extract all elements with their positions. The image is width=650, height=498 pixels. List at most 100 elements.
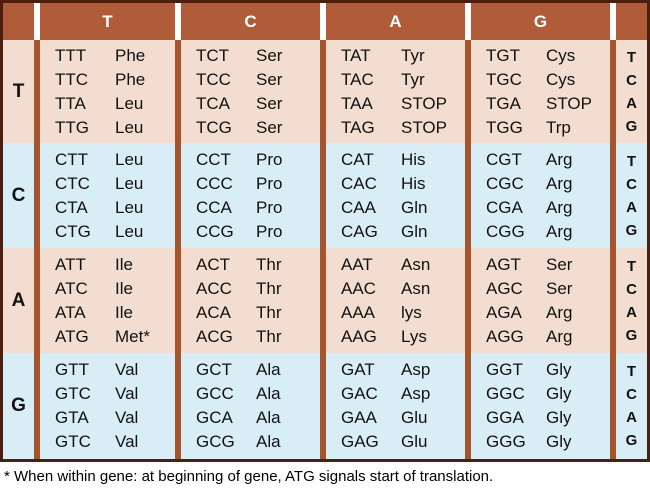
- amino-acid: Gly: [546, 384, 572, 403]
- codon-entry: TAT Tyr: [341, 44, 465, 68]
- codon-entry: AGT Ser: [486, 253, 610, 277]
- codon: GGT: [486, 360, 523, 379]
- right-label: G: [625, 221, 638, 239]
- column-divider: [34, 353, 40, 459]
- header-col-C: C: [181, 3, 320, 40]
- amino-acid: STOP: [401, 117, 447, 137]
- amino-acid: Val: [115, 360, 139, 379]
- codon: AGT: [486, 254, 521, 274]
- column-divider: [320, 143, 326, 248]
- right-label: C: [626, 71, 637, 89]
- codon: TAA: [341, 93, 373, 113]
- row-right-labels-C: T C A G: [616, 143, 647, 248]
- codon-entry: ATG Met*: [55, 325, 175, 349]
- row-label-A: A: [3, 248, 34, 353]
- amino-acid: Ile: [115, 302, 133, 322]
- codon-entry: TGA STOP: [486, 92, 610, 116]
- amino-acid: Arg: [546, 326, 573, 346]
- amino-acid: Cys: [546, 45, 576, 65]
- codon-entry: TCT Ser: [196, 44, 320, 68]
- right-label: T: [626, 48, 637, 66]
- amino-acid: Gly: [546, 408, 572, 427]
- codon: TCC: [196, 69, 231, 89]
- codon-entry: GCA Ala: [196, 406, 320, 430]
- codon-entry: AAT Asn: [341, 253, 465, 277]
- amino-acid: Glu: [401, 408, 428, 427]
- amino-acid: Arg: [546, 149, 573, 169]
- codon: GTT: [55, 360, 89, 379]
- row-label-text: T: [12, 80, 25, 102]
- codon: GAG: [341, 432, 379, 451]
- header-divider: [465, 3, 471, 40]
- column-divider: [34, 143, 40, 248]
- codon: GAC: [341, 384, 378, 403]
- codon: GGG: [486, 432, 526, 451]
- codon: ACG: [196, 326, 233, 346]
- codon-entry: GAT Asp: [341, 358, 465, 382]
- amino-acid: Ser: [256, 45, 283, 65]
- amino-acid: Leu: [115, 149, 144, 169]
- right-label: A: [626, 94, 637, 112]
- codon-entry: GTC Val: [55, 430, 175, 454]
- codon-entry: GGC Gly: [486, 382, 610, 406]
- codon: TTG: [55, 117, 89, 137]
- codon: GTC: [55, 384, 91, 403]
- row-right-labels-G: T C A G: [616, 353, 647, 459]
- codon: GGC: [486, 384, 525, 403]
- codon: ACT: [196, 254, 230, 274]
- codon: GAA: [341, 408, 377, 427]
- amino-acid: Leu: [115, 221, 144, 241]
- amino-acid: Val: [115, 384, 139, 403]
- amino-acid: Pro: [256, 173, 283, 193]
- amino-acid: Arg: [546, 302, 573, 322]
- corner-cell-left: [3, 3, 34, 40]
- amino-acid: Trp: [546, 117, 571, 137]
- right-label: C: [626, 280, 637, 298]
- amino-acid: Ala: [256, 384, 281, 403]
- column-divider: [465, 143, 471, 248]
- codon: CCA: [196, 197, 232, 217]
- codon: GCT: [196, 360, 232, 379]
- amino-acid: Met*: [115, 326, 150, 346]
- codon-entry: CCC Pro: [196, 172, 320, 196]
- codon-cell-GA: GAT Asp GAC Asp GAA Glu GAG Glu: [326, 353, 465, 459]
- codon-entry: TAG STOP: [341, 116, 465, 140]
- codon: CTC: [55, 173, 90, 193]
- right-label: T: [626, 363, 637, 380]
- right-label: G: [625, 326, 638, 344]
- codon-entry: CTG Leu: [55, 220, 175, 244]
- codon: TGG: [486, 117, 523, 137]
- codon-entry: TCA Ser: [196, 92, 320, 116]
- right-label: A: [626, 409, 637, 426]
- codon-cell-AT: ATT Ile ATC Ile ATA Ile ATG Met*: [40, 248, 175, 353]
- codon: CAT: [341, 149, 374, 169]
- codon-entry: TTA Leu: [55, 92, 175, 116]
- amino-acid: Arg: [546, 221, 573, 241]
- codon-entry: TTC Phe: [55, 68, 175, 92]
- codon-entry: GAC Asp: [341, 382, 465, 406]
- codon-entry: TTG Leu: [55, 116, 175, 140]
- row-label-C: C: [3, 143, 34, 248]
- codon: AAG: [341, 326, 377, 346]
- codon-cell-CT: CTT Leu CTC Leu CTA Leu CTG Leu: [40, 143, 175, 248]
- codon-entry: ACA Thr: [196, 301, 320, 325]
- right-label: T: [626, 257, 637, 275]
- row-label-text: A: [11, 289, 26, 311]
- amino-acid: Arg: [546, 173, 573, 193]
- codon: TAT: [341, 45, 371, 65]
- codon: AGC: [486, 278, 523, 298]
- header-col-A: A: [326, 3, 465, 40]
- codon: AGA: [486, 302, 522, 322]
- amino-acid: Pro: [256, 149, 283, 169]
- header-divider: [610, 3, 616, 40]
- column-divider: [320, 353, 326, 459]
- row-right-labels-T: T C A G: [616, 40, 647, 143]
- codon-cell-TC: TCT Ser TCC Ser TCA Ser TCG Ser: [181, 40, 320, 143]
- codon-entry: CGC Arg: [486, 172, 610, 196]
- codon-entry: GCG Ala: [196, 430, 320, 454]
- column-divider: [175, 40, 181, 143]
- codon-entry: GGA Gly: [486, 406, 610, 430]
- amino-acid: Ser: [546, 278, 573, 298]
- codon-cell-TA: TAT Tyr TAC Tyr TAA STOP TAG STOP: [326, 40, 465, 143]
- amino-acid: Gln: [401, 221, 428, 241]
